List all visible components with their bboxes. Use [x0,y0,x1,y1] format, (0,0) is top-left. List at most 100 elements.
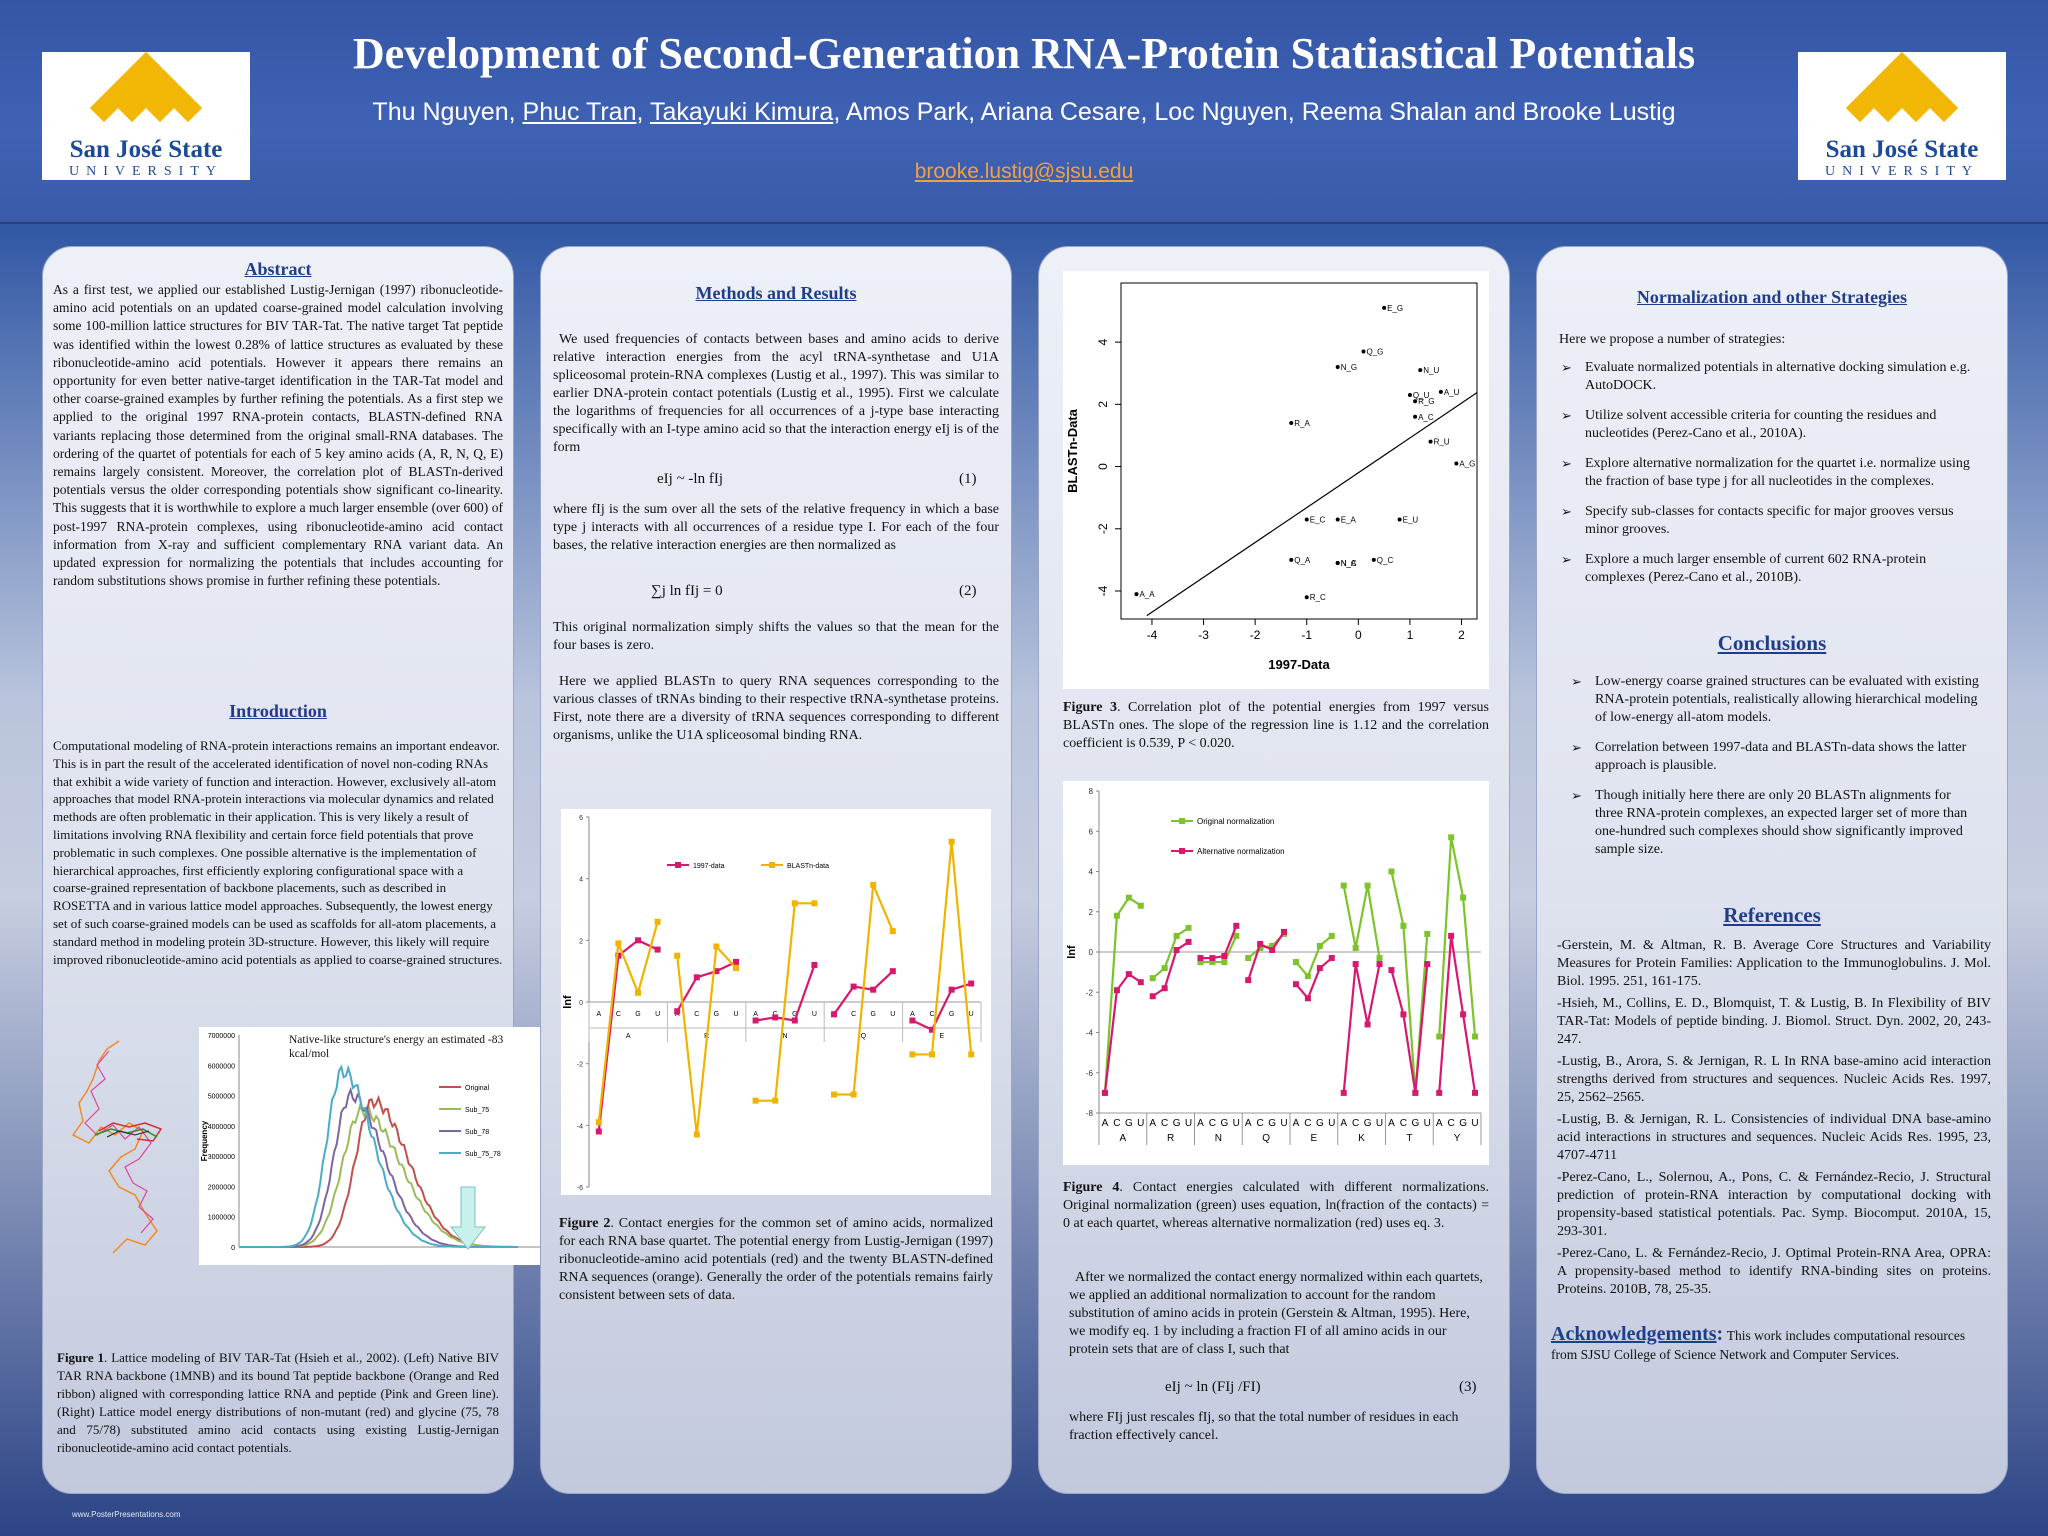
base-label: A [1197,1118,1204,1129]
point-label: E_A [1341,515,1357,524]
data-point [850,1091,857,1098]
data-point [1257,944,1264,951]
figure3-caption-text: . Correlation plot of the potential ener… [1063,700,1489,751]
y-tick-label: 2 [1089,908,1094,917]
scatter-point [1397,517,1402,522]
base-label: U [1328,1118,1335,1129]
conclusion-item: Though initially here there are only 20 … [1571,787,1981,859]
data-point [968,1051,975,1058]
data-point [929,1026,935,1033]
data-point [1113,987,1120,994]
data-point [1388,868,1395,875]
y-axis-label: BLASTn-Data [1065,408,1080,493]
data-point [1424,930,1431,937]
base-label: G [1220,1118,1228,1129]
scatter-point [1289,557,1294,562]
sjsu-logo-left: San José State UNIVERSITY [42,52,250,180]
data-point [1292,959,1299,966]
series-line [1200,925,1238,960]
data-point [1233,932,1240,939]
base-label: C [694,1011,699,1018]
reference-item: -Perez-Cano, L., Solernou, A., Pons, C. … [1557,1170,1991,1239]
base-label: U [655,1011,660,1018]
base-label: U [1185,1118,1192,1129]
point-label: R_U [1434,438,1450,447]
x-tick-label: 1 [1407,628,1414,642]
down-arrow-icon [449,1186,487,1250]
data-point [850,983,857,990]
data-point [1400,922,1407,929]
data-point [811,962,818,968]
data-point [713,943,720,950]
base-label: C [616,1011,621,1018]
abstract-text: As a first test, we applied our establis… [53,282,503,589]
data-point [909,1017,916,1024]
data-point [654,946,661,953]
legend-label: BLASTn-data [787,863,829,870]
y-tick-label: 0 [1096,463,1110,470]
series-line [1103,972,1142,1094]
author-separator: , [636,98,650,126]
data-point [1316,942,1323,949]
equation-2: ∑j ln fIj = 0 [651,583,723,599]
data-point [1161,965,1168,972]
group-label: E [939,1033,944,1040]
data-point [1340,882,1347,889]
scatter-point [1438,389,1443,394]
contact-email-link[interactable]: brooke.lustig@sjsu.edu [914,160,1134,183]
point-label: E_C [1310,515,1326,524]
data-point [1436,1089,1443,1096]
figure1-caption-text: . Lattice modeling of BIV TAR-Tat (Hsieh… [57,1350,499,1455]
author-name[interactable]: Takayuki Kimura [649,98,834,126]
introduction-text: Computational modeling of RNA-protein in… [53,738,503,967]
legend-label: Alternative normalization [1197,847,1285,856]
data-point [870,881,877,888]
point-label: A_A [1139,590,1155,599]
base-label: A [1149,1118,1156,1129]
methods2-paragraph-2: where FIj just rescales fIj, so that the… [1069,1410,1459,1443]
scatter-point [1371,557,1376,562]
scatter-point [1413,399,1418,404]
data-point [1245,955,1252,962]
data-point [1137,979,1144,986]
data-point [752,1097,759,1104]
data-point [674,952,681,959]
base-label: U [969,1011,974,1018]
data-point [1125,894,1132,901]
y-tick-label: 5000000 [208,1094,235,1101]
data-point [1113,912,1120,919]
base-label: C [1257,1118,1264,1129]
point-label: A_C [1418,413,1434,422]
y-tick-label: 2 [1096,401,1110,408]
base-label: G [1364,1118,1372,1129]
figure4-caption: Figure 4. Contact energies calculated wi… [1063,1179,1489,1233]
scatter-point [1335,365,1340,369]
scatter-point [1428,439,1433,444]
point-label: N_U [1423,366,1439,375]
author-separator: , [968,98,981,126]
scatter-point [1382,305,1387,310]
data-point [772,1097,779,1104]
author-name[interactable]: Phuc Tran [522,98,637,126]
group-label: Q [861,1033,867,1040]
data-point [654,918,661,925]
scatter-point [1304,517,1309,522]
figure1-energy-chart: 7000000 6000000 5000000 4000000 3000000 20000… [199,1027,555,1265]
strategy-item: Utilize solvent accessible criteria for … [1561,407,1985,443]
data-point [1460,894,1467,901]
y-tick-label: 0 [579,1000,583,1007]
footer-credit: www.PosterPresentations.com [72,1510,181,1519]
scatter-point [1361,349,1366,354]
conclusions-heading: Conclusions [1717,631,1827,655]
sjsu-logo-right: San José State UNIVERSITY [1798,52,2006,180]
conclusion-item: Low-energy coarse grained structures can… [1571,673,1981,727]
poster-title: Development of Second-Generation RNA-Pro… [352,29,1696,78]
methods-paragraph-3: This original normalization simply shift… [553,620,999,653]
data-point [1436,1033,1443,1040]
data-point [889,968,896,975]
point-label: A_G [1459,459,1475,468]
methods-heading: Methods and Results [695,283,857,303]
introduction-heading: Introduction [229,701,327,721]
data-point [1209,959,1216,966]
figure1-lattice-structure [71,1040,163,1254]
